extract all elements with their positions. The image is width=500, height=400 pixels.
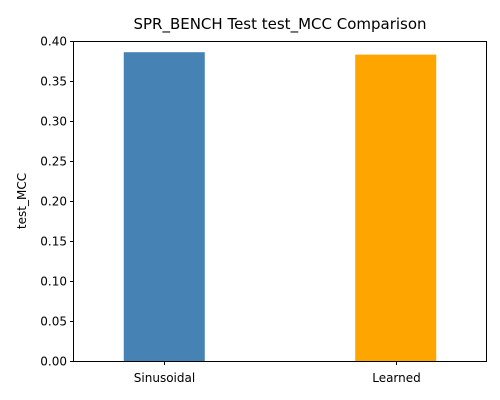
chart-title: SPR_BENCH Test test_MCC Comparison xyxy=(133,15,426,34)
y-tick-label: 0.40 xyxy=(40,35,67,49)
y-axis-label: test_MCC xyxy=(15,173,29,229)
y-tick-label: 0.20 xyxy=(40,195,67,209)
y-tick-label: 0.35 xyxy=(40,75,67,89)
y-tick-label: 0.00 xyxy=(40,355,67,369)
y-tick-label: 0.25 xyxy=(40,155,67,169)
y-axis: 0.00 0.05 0.10 0.15 0.20 0.25 0.30 0.35 0.40 xyxy=(40,35,74,369)
bar-sinusoidal xyxy=(123,52,205,361)
y-tick-label: 0.10 xyxy=(40,275,67,289)
plot-frame xyxy=(73,41,487,362)
y-tick-label: 0.30 xyxy=(40,115,67,129)
bars-group xyxy=(123,52,437,361)
y-tick-label: 0.05 xyxy=(40,315,67,329)
x-tick-label: Sinusoidal xyxy=(134,371,195,385)
bar-learned xyxy=(355,54,437,361)
y-tick-label: 0.15 xyxy=(40,235,67,249)
x-tick-label: Learned xyxy=(372,371,421,385)
x-axis: Sinusoidal Learned xyxy=(134,361,421,385)
